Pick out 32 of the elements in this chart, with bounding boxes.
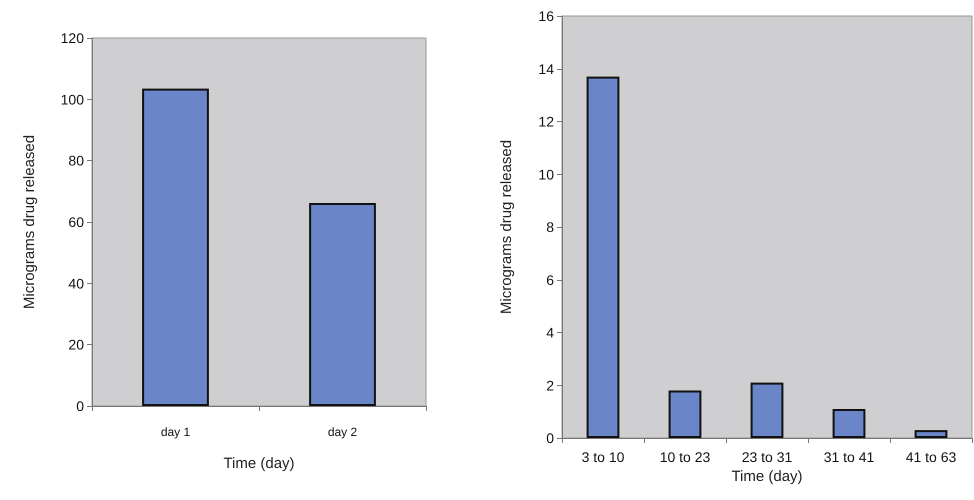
y-tick-label: 10 [538,166,554,182]
x-axis-title: Time (day) [731,468,803,485]
x-tick-label: day 1 [160,425,190,439]
x-tick-label: 10 to 23 [660,449,711,465]
y-tick-label: 4 [546,324,554,340]
y-tick-label: 60 [68,214,84,230]
y-tick-label: 8 [546,219,554,235]
x-tick-label: 41 to 63 [906,449,957,465]
y-tick-label: 2 [546,377,554,394]
y-tick-label: 0 [76,398,84,414]
x-tick-label: 23 to 31 [742,449,793,465]
y-tick-label: 14 [538,60,554,77]
y-tick-label: 0 [546,430,554,446]
bar [832,408,866,438]
y-tick-label: 80 [68,152,84,169]
bar [914,430,948,438]
bar [668,390,702,438]
y-axis-title: Micrograms drug released [21,134,38,310]
y-tick-label: 20 [68,336,84,353]
y-tick-label: 16 [538,8,554,24]
y-tick-label: 100 [60,91,84,108]
y-tick-label: 12 [538,114,554,130]
x-tick-label: 31 to 41 [824,449,875,465]
y-axis-title: Micrograms drug released [498,140,515,314]
x-axis-title: Time (day) [223,455,295,472]
x-tick-label: day 2 [328,425,358,439]
bar [586,76,620,438]
y-tick-label: 6 [546,272,554,288]
x-tick-label: 3 to 10 [582,449,625,465]
bar [750,382,784,438]
y-tick-label: 120 [60,30,84,46]
y-tick-label: 40 [68,275,84,292]
